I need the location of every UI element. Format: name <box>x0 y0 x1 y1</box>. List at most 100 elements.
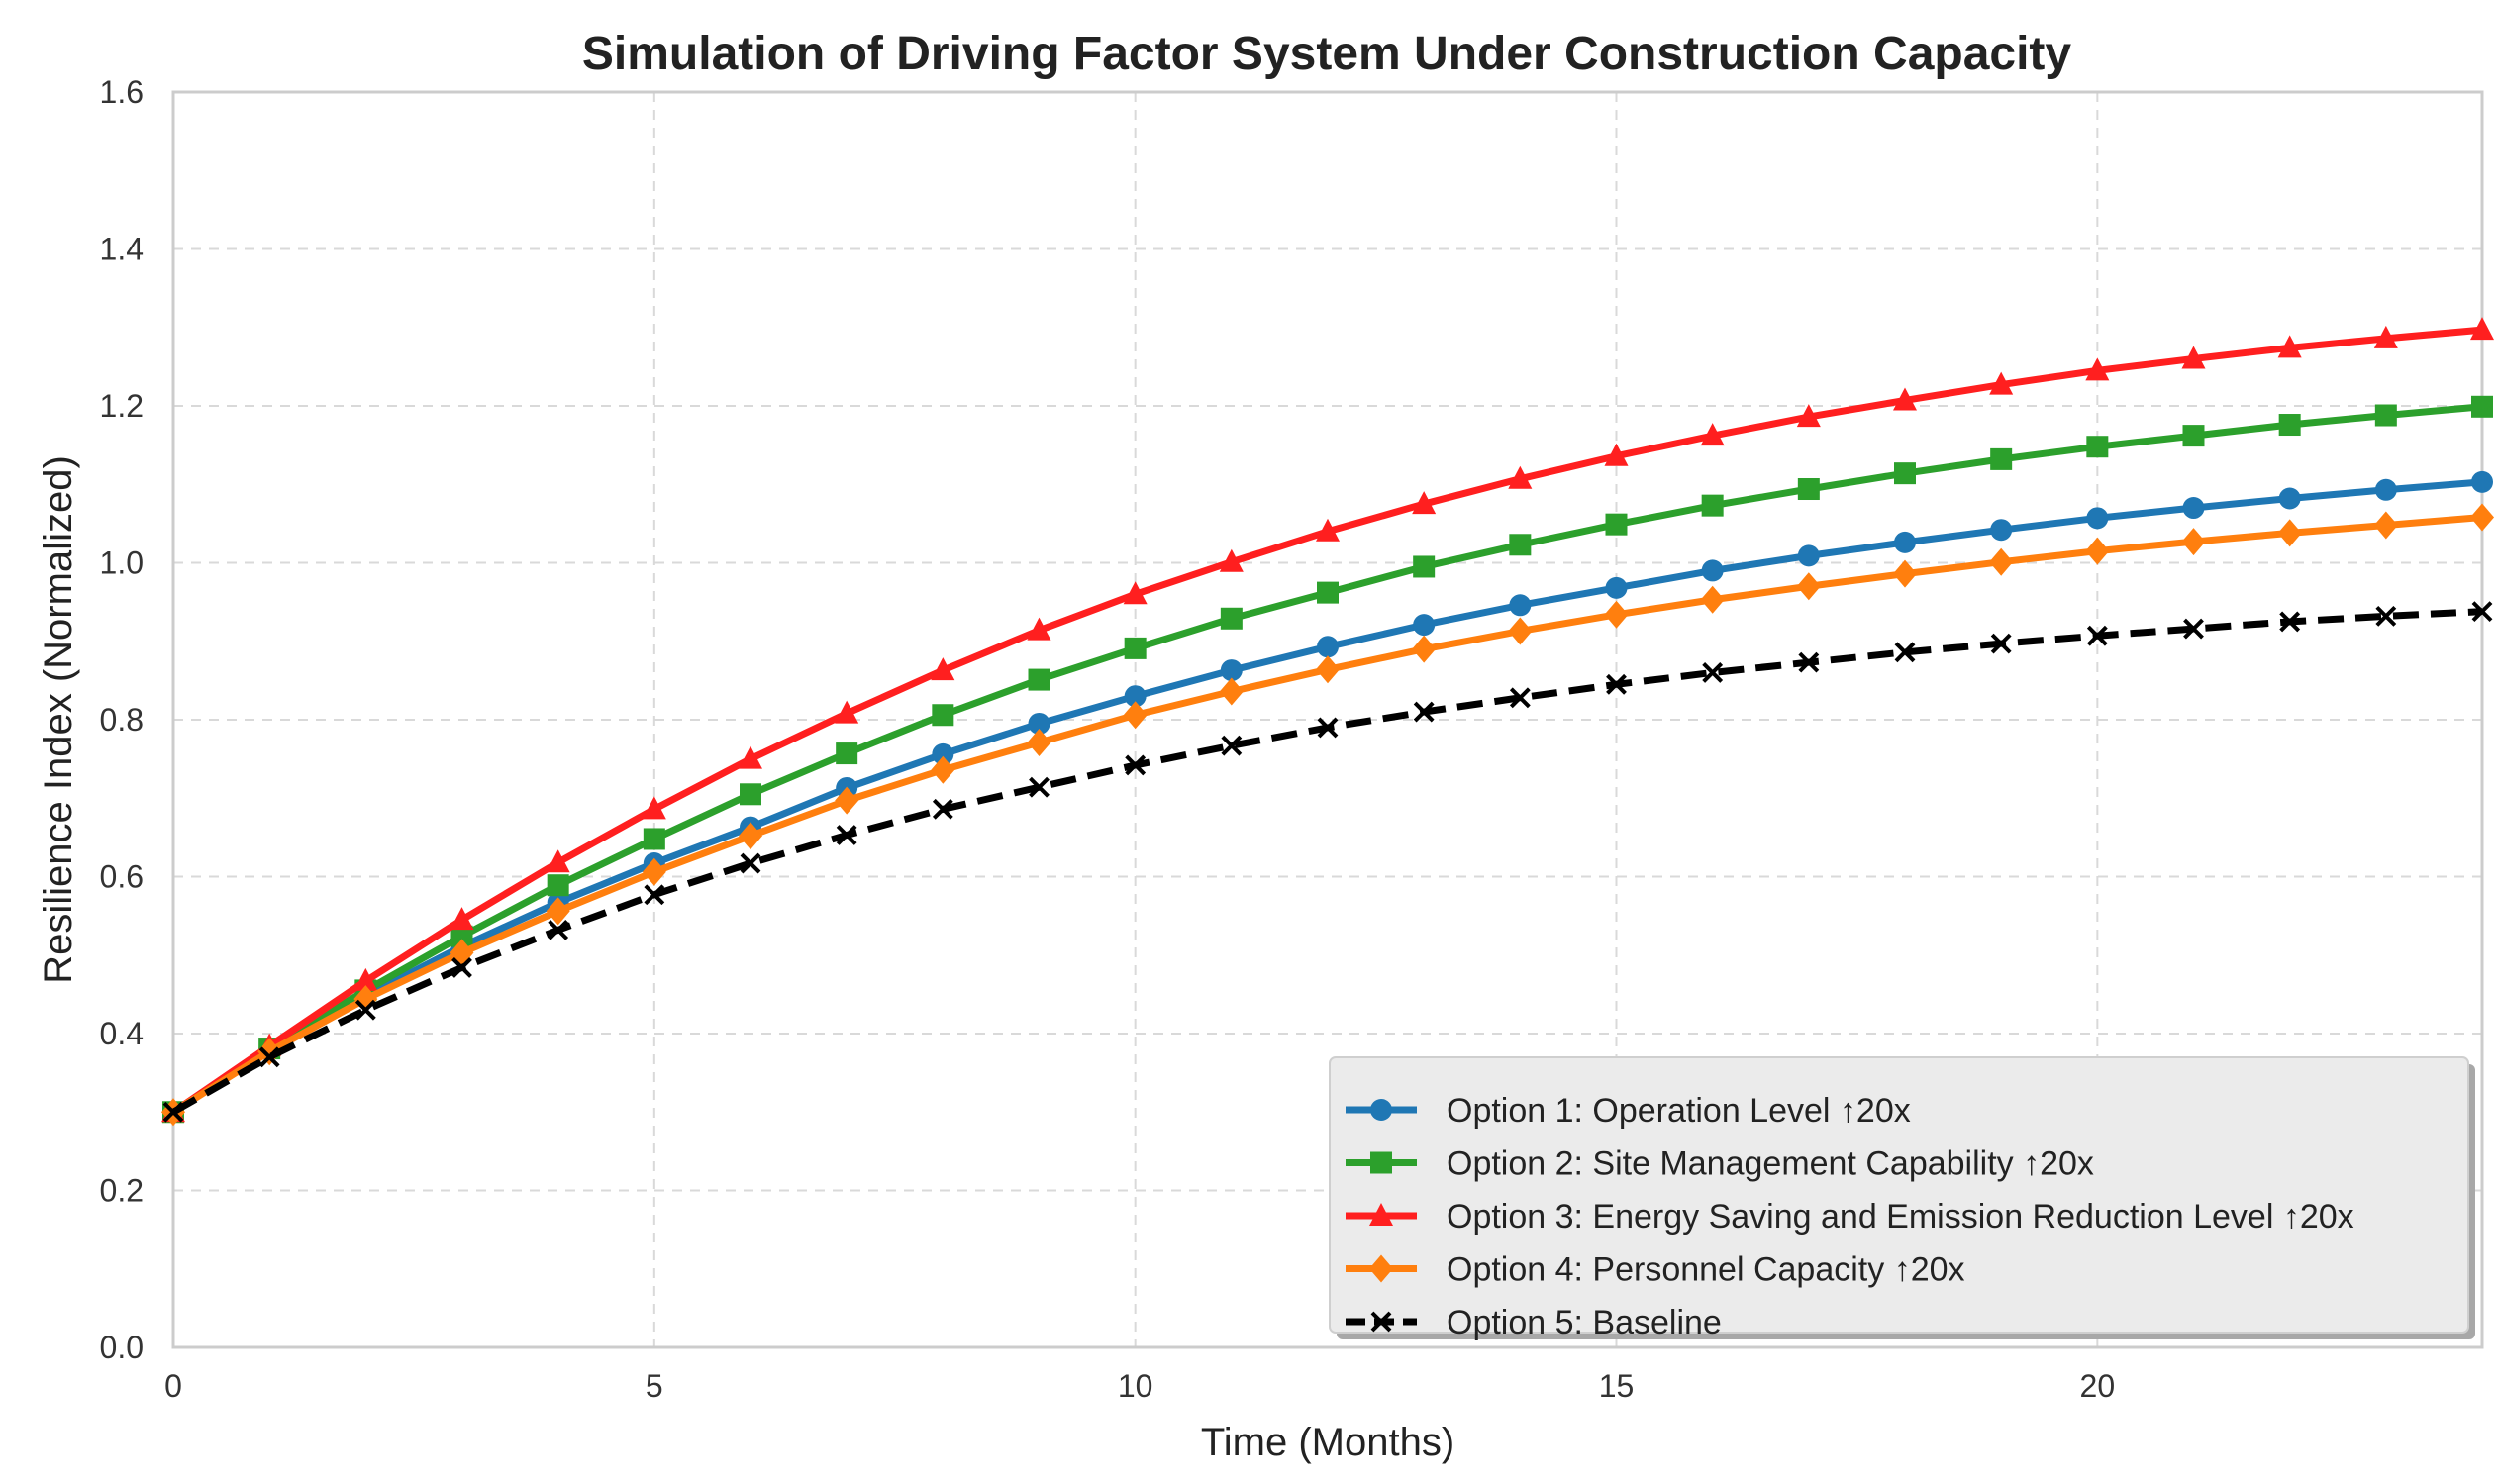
series-4-point <box>1412 635 1437 663</box>
series-3-point <box>1796 404 1821 428</box>
legend-marker-1 <box>1370 1099 1392 1121</box>
y-axis: 0.0 0.2 0.4 0.6 0.8 1.0 1.2 1.4 1.6 <box>100 74 144 1365</box>
series-1-point <box>1220 659 1243 682</box>
series-4-point <box>1700 585 1725 614</box>
series-1-point <box>1124 685 1147 708</box>
series-3-point <box>835 700 859 724</box>
series-1-point <box>2182 497 2205 520</box>
x-tick-label: 10 <box>1118 1368 1153 1404</box>
series-4-point <box>257 1038 282 1066</box>
series-1-point <box>1990 519 2013 542</box>
series-5-point <box>2375 605 2397 627</box>
series-4-point <box>1316 655 1340 684</box>
series-3-point <box>2373 325 2398 348</box>
series-3-point <box>2085 357 2110 381</box>
series-5-point <box>354 999 376 1021</box>
series-2-point <box>1990 447 2013 470</box>
series-2-point <box>932 704 954 727</box>
series-3-point <box>1412 491 1437 515</box>
x-tick-label: 20 <box>2080 1368 2116 1404</box>
series-5-point <box>740 852 761 874</box>
series-4-point <box>1893 559 1917 588</box>
series-5-point <box>1317 717 1339 739</box>
series-5 <box>162 601 2493 1123</box>
series-5-point <box>2279 611 2301 633</box>
x-tick-label: 15 <box>1599 1368 1635 1404</box>
series-3-point <box>1316 518 1340 542</box>
series-2-point <box>1220 607 1243 630</box>
series-1-point <box>1028 712 1050 735</box>
series-2-point <box>1701 494 1724 517</box>
series-5-point <box>162 1101 184 1123</box>
y-tick-label: 1.4 <box>100 232 144 267</box>
series-5-point <box>451 957 472 978</box>
series-5-point <box>2471 601 2493 623</box>
series-3-point <box>931 657 955 681</box>
series-4 <box>161 503 2494 1127</box>
legend-marker-2 <box>1370 1151 1392 1174</box>
series-5-point <box>1702 662 1724 683</box>
series-3-point <box>1989 371 2014 395</box>
series-3-point <box>1893 387 1917 411</box>
legend-label-2: Option 2: Site Management Capability ↑20… <box>1447 1145 2094 1183</box>
series-2-point <box>2471 395 2493 418</box>
series-4-point <box>546 897 570 926</box>
series-2-point <box>643 828 665 850</box>
series-1-point <box>1797 544 1820 567</box>
y-tick-label: 1.2 <box>100 388 144 424</box>
series-4-point <box>1796 572 1821 601</box>
series-3-point <box>1027 617 1051 641</box>
series-3-point <box>1604 443 1629 466</box>
series-group <box>161 317 2494 1127</box>
series-3-point <box>1219 548 1244 572</box>
series-2-point <box>1894 462 1916 485</box>
legend-label-3: Option 3: Energy Saving and Emission Red… <box>1447 1198 2354 1236</box>
series-4-point <box>2181 528 2206 556</box>
series-5-point <box>1990 633 2012 654</box>
legend: Option 1: Operation Level ↑20x Option 2: … <box>1329 1056 2475 1341</box>
legend-label-1: Option 1: Operation Level ↑20x <box>1447 1092 1911 1130</box>
series-2-point <box>1605 513 1628 536</box>
series-3-point <box>1508 465 1533 489</box>
series-5-point <box>548 919 569 940</box>
series-1-point <box>1413 614 1436 637</box>
series-2-point <box>836 742 858 765</box>
series-3-point <box>1700 423 1725 446</box>
series-1-point <box>1509 594 1532 617</box>
y-tick-label: 1.0 <box>100 545 144 581</box>
series-4-point <box>1508 617 1533 645</box>
series-2-point <box>2086 436 2109 458</box>
series-5-point <box>1125 754 1147 776</box>
legend-box <box>1329 1056 2469 1334</box>
series-4-point <box>1989 547 2014 576</box>
y-tick-label: 0.0 <box>100 1330 144 1365</box>
series-2 <box>162 395 2493 1124</box>
series-4-point <box>1123 701 1148 730</box>
series-2-point <box>740 783 761 806</box>
x-tick-label: 5 <box>646 1368 663 1404</box>
series-2-point <box>2278 414 2301 437</box>
series-5-point <box>1798 651 1820 673</box>
series-2-point <box>2182 425 2205 447</box>
series-4-point <box>739 822 762 850</box>
x-axis-label: Time (Months) <box>1201 1421 1454 1464</box>
series-5-point <box>1029 776 1050 798</box>
series-4-point <box>2373 511 2398 540</box>
y-axis-label: Resilience Index (Normalized) <box>37 455 80 984</box>
series-5-point <box>1894 642 1916 663</box>
series-5-point <box>2086 625 2108 646</box>
series-3-point <box>450 907 474 931</box>
series-1-point <box>2374 478 2397 501</box>
series-1-point <box>1317 636 1339 658</box>
series-5-point <box>1606 673 1627 695</box>
legend-label-5: Option 5: Baseline <box>1447 1304 1722 1341</box>
series-1-point <box>1701 559 1724 582</box>
series-1-point <box>1894 531 1916 553</box>
series-5-point <box>258 1046 280 1068</box>
series-4-point <box>1219 677 1244 706</box>
series-2-point <box>1797 478 1820 501</box>
y-tick-label: 1.6 <box>100 74 144 110</box>
series-2-point <box>450 925 473 947</box>
series-5-point <box>644 884 665 906</box>
